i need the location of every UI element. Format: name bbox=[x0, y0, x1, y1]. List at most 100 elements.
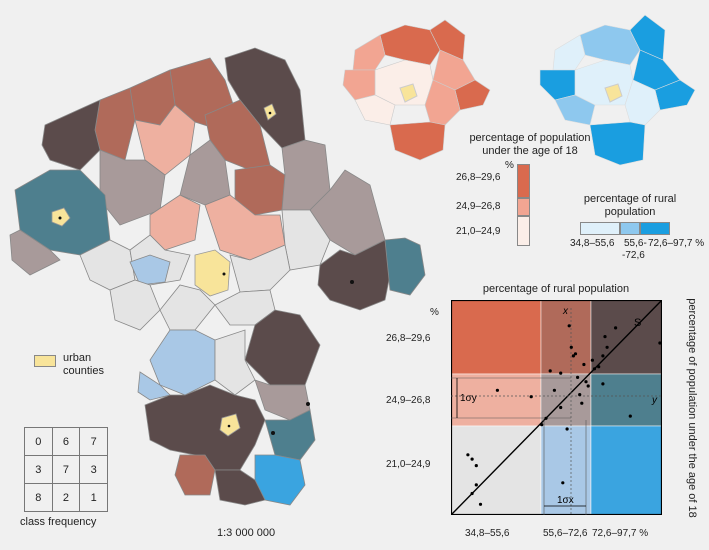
scatter-point bbox=[573, 352, 578, 356]
scatter-point bbox=[597, 365, 601, 369]
rural-swatch-low bbox=[580, 222, 620, 235]
city-dot bbox=[58, 216, 62, 220]
class-frequency-grid: 0 6 7 3 7 3 8 2 1 bbox=[24, 427, 108, 512]
county-region bbox=[204, 194, 286, 261]
bivariate-scatter-plot: 1σy 1σx x y S bbox=[451, 300, 662, 515]
sigma-y-label: 1σy bbox=[460, 393, 477, 404]
rural-inset-map bbox=[539, 14, 696, 166]
scatter-point bbox=[544, 416, 548, 420]
rural-legend-title-line1: percentage of rural bbox=[583, 193, 677, 205]
y-mean-label: y bbox=[651, 395, 658, 406]
scatter-point bbox=[470, 491, 474, 496]
sigma-x-label: 1σx bbox=[557, 495, 574, 506]
scatter-point bbox=[605, 345, 609, 349]
scatter-point bbox=[614, 326, 618, 330]
inset-region bbox=[629, 14, 666, 61]
scatter-point bbox=[576, 375, 580, 379]
county-region bbox=[317, 239, 391, 311]
youth-swatch-high bbox=[517, 164, 530, 198]
freq-cell: 7 bbox=[51, 455, 81, 484]
city-dot bbox=[268, 111, 272, 115]
youth-legend-title: percentage of population under the age o… bbox=[450, 132, 610, 158]
chart-y-class-label: 24,9–26,8 bbox=[386, 395, 431, 406]
inset-urban bbox=[604, 83, 623, 103]
scatter-point bbox=[590, 358, 594, 362]
scatter-point bbox=[474, 483, 478, 487]
chart-frame bbox=[451, 300, 662, 515]
scatter-point bbox=[571, 354, 575, 358]
chart-y-unit: % bbox=[430, 307, 439, 318]
chart-x-class-label: 55,6–72,6 bbox=[543, 528, 588, 539]
scatter-point bbox=[552, 388, 556, 392]
urban-county bbox=[194, 249, 231, 297]
urban-swatch bbox=[34, 355, 56, 367]
city-dot bbox=[271, 431, 275, 435]
chart-title: percentage of rural population bbox=[482, 283, 630, 295]
inset-region bbox=[589, 121, 646, 166]
inset-region bbox=[389, 121, 446, 161]
scatter-point bbox=[601, 354, 605, 358]
scatter-point bbox=[565, 427, 569, 431]
rural-class-label: 34,8–55,6 bbox=[570, 238, 615, 249]
urban-legend-line2: counties bbox=[63, 365, 104, 377]
county-region bbox=[144, 384, 266, 471]
map-scale: 1:3 000 000 bbox=[217, 527, 276, 539]
youth-legend-unit: % bbox=[505, 160, 514, 171]
regression-line bbox=[451, 300, 662, 515]
rural-legend-title-line2: population bbox=[604, 206, 656, 218]
city-dot bbox=[350, 280, 354, 284]
scatter-point bbox=[586, 384, 590, 388]
scatter-point bbox=[470, 457, 474, 461]
chart-class-cell bbox=[540, 300, 592, 375]
scatter-point bbox=[478, 502, 483, 506]
urban-county bbox=[219, 413, 241, 437]
inset-region bbox=[579, 24, 641, 66]
scatter-point bbox=[603, 335, 607, 339]
chart-y-class-label: 26,8–29,6 bbox=[386, 333, 431, 344]
chart-class-cell bbox=[451, 300, 542, 375]
class-frequency-title: class frequency bbox=[20, 516, 97, 528]
county-region bbox=[9, 229, 61, 276]
scatter-point bbox=[495, 388, 499, 392]
scatter-point bbox=[561, 481, 565, 485]
scatter-point bbox=[578, 393, 582, 397]
scatter-point bbox=[601, 382, 605, 386]
scatter-point bbox=[658, 341, 662, 345]
chart-class-cell bbox=[451, 373, 542, 427]
youth-legend-title-line1: percentage of population bbox=[469, 132, 591, 144]
chart-class-cell bbox=[590, 425, 662, 515]
inset-region bbox=[342, 69, 376, 101]
inset-region bbox=[354, 94, 396, 126]
rural-class-label: 55,6- bbox=[624, 238, 647, 249]
scatter-point bbox=[529, 395, 533, 399]
freq-cell: 2 bbox=[51, 483, 81, 512]
freq-cell: 8 bbox=[24, 483, 53, 512]
rural-swatch-high bbox=[640, 222, 670, 235]
scatter-point bbox=[559, 371, 563, 375]
scatter-point bbox=[584, 380, 588, 384]
chart-x-class-label: 34,8–55,6 bbox=[465, 528, 510, 539]
x-mean-label: x bbox=[562, 306, 569, 317]
youth-swatch-mid bbox=[517, 198, 530, 216]
county-region bbox=[149, 329, 216, 396]
inset-region bbox=[352, 34, 386, 71]
freq-cell: 3 bbox=[79, 455, 108, 484]
rural-swatch-mid bbox=[620, 222, 640, 235]
scatter-point bbox=[582, 362, 586, 367]
youth-legend-title-line2: under the age of 18 bbox=[482, 145, 578, 157]
scatter-point bbox=[548, 369, 552, 373]
city-dot bbox=[227, 424, 231, 428]
youth-swatch-low bbox=[517, 216, 530, 246]
rural-class-label: -72,6 bbox=[622, 250, 645, 261]
chart-y-class-label: 21,0–24,9 bbox=[386, 459, 431, 470]
scatter-point bbox=[466, 453, 470, 457]
youth-class-label: 24,9–26,8 bbox=[456, 201, 501, 212]
main-map bbox=[9, 47, 426, 506]
freq-cell: 7 bbox=[79, 427, 108, 456]
freq-cell: 1 bbox=[79, 483, 108, 512]
county-region bbox=[137, 371, 171, 401]
youth-inset-map bbox=[342, 19, 491, 161]
county-region bbox=[214, 469, 266, 506]
city-dot bbox=[306, 402, 310, 406]
